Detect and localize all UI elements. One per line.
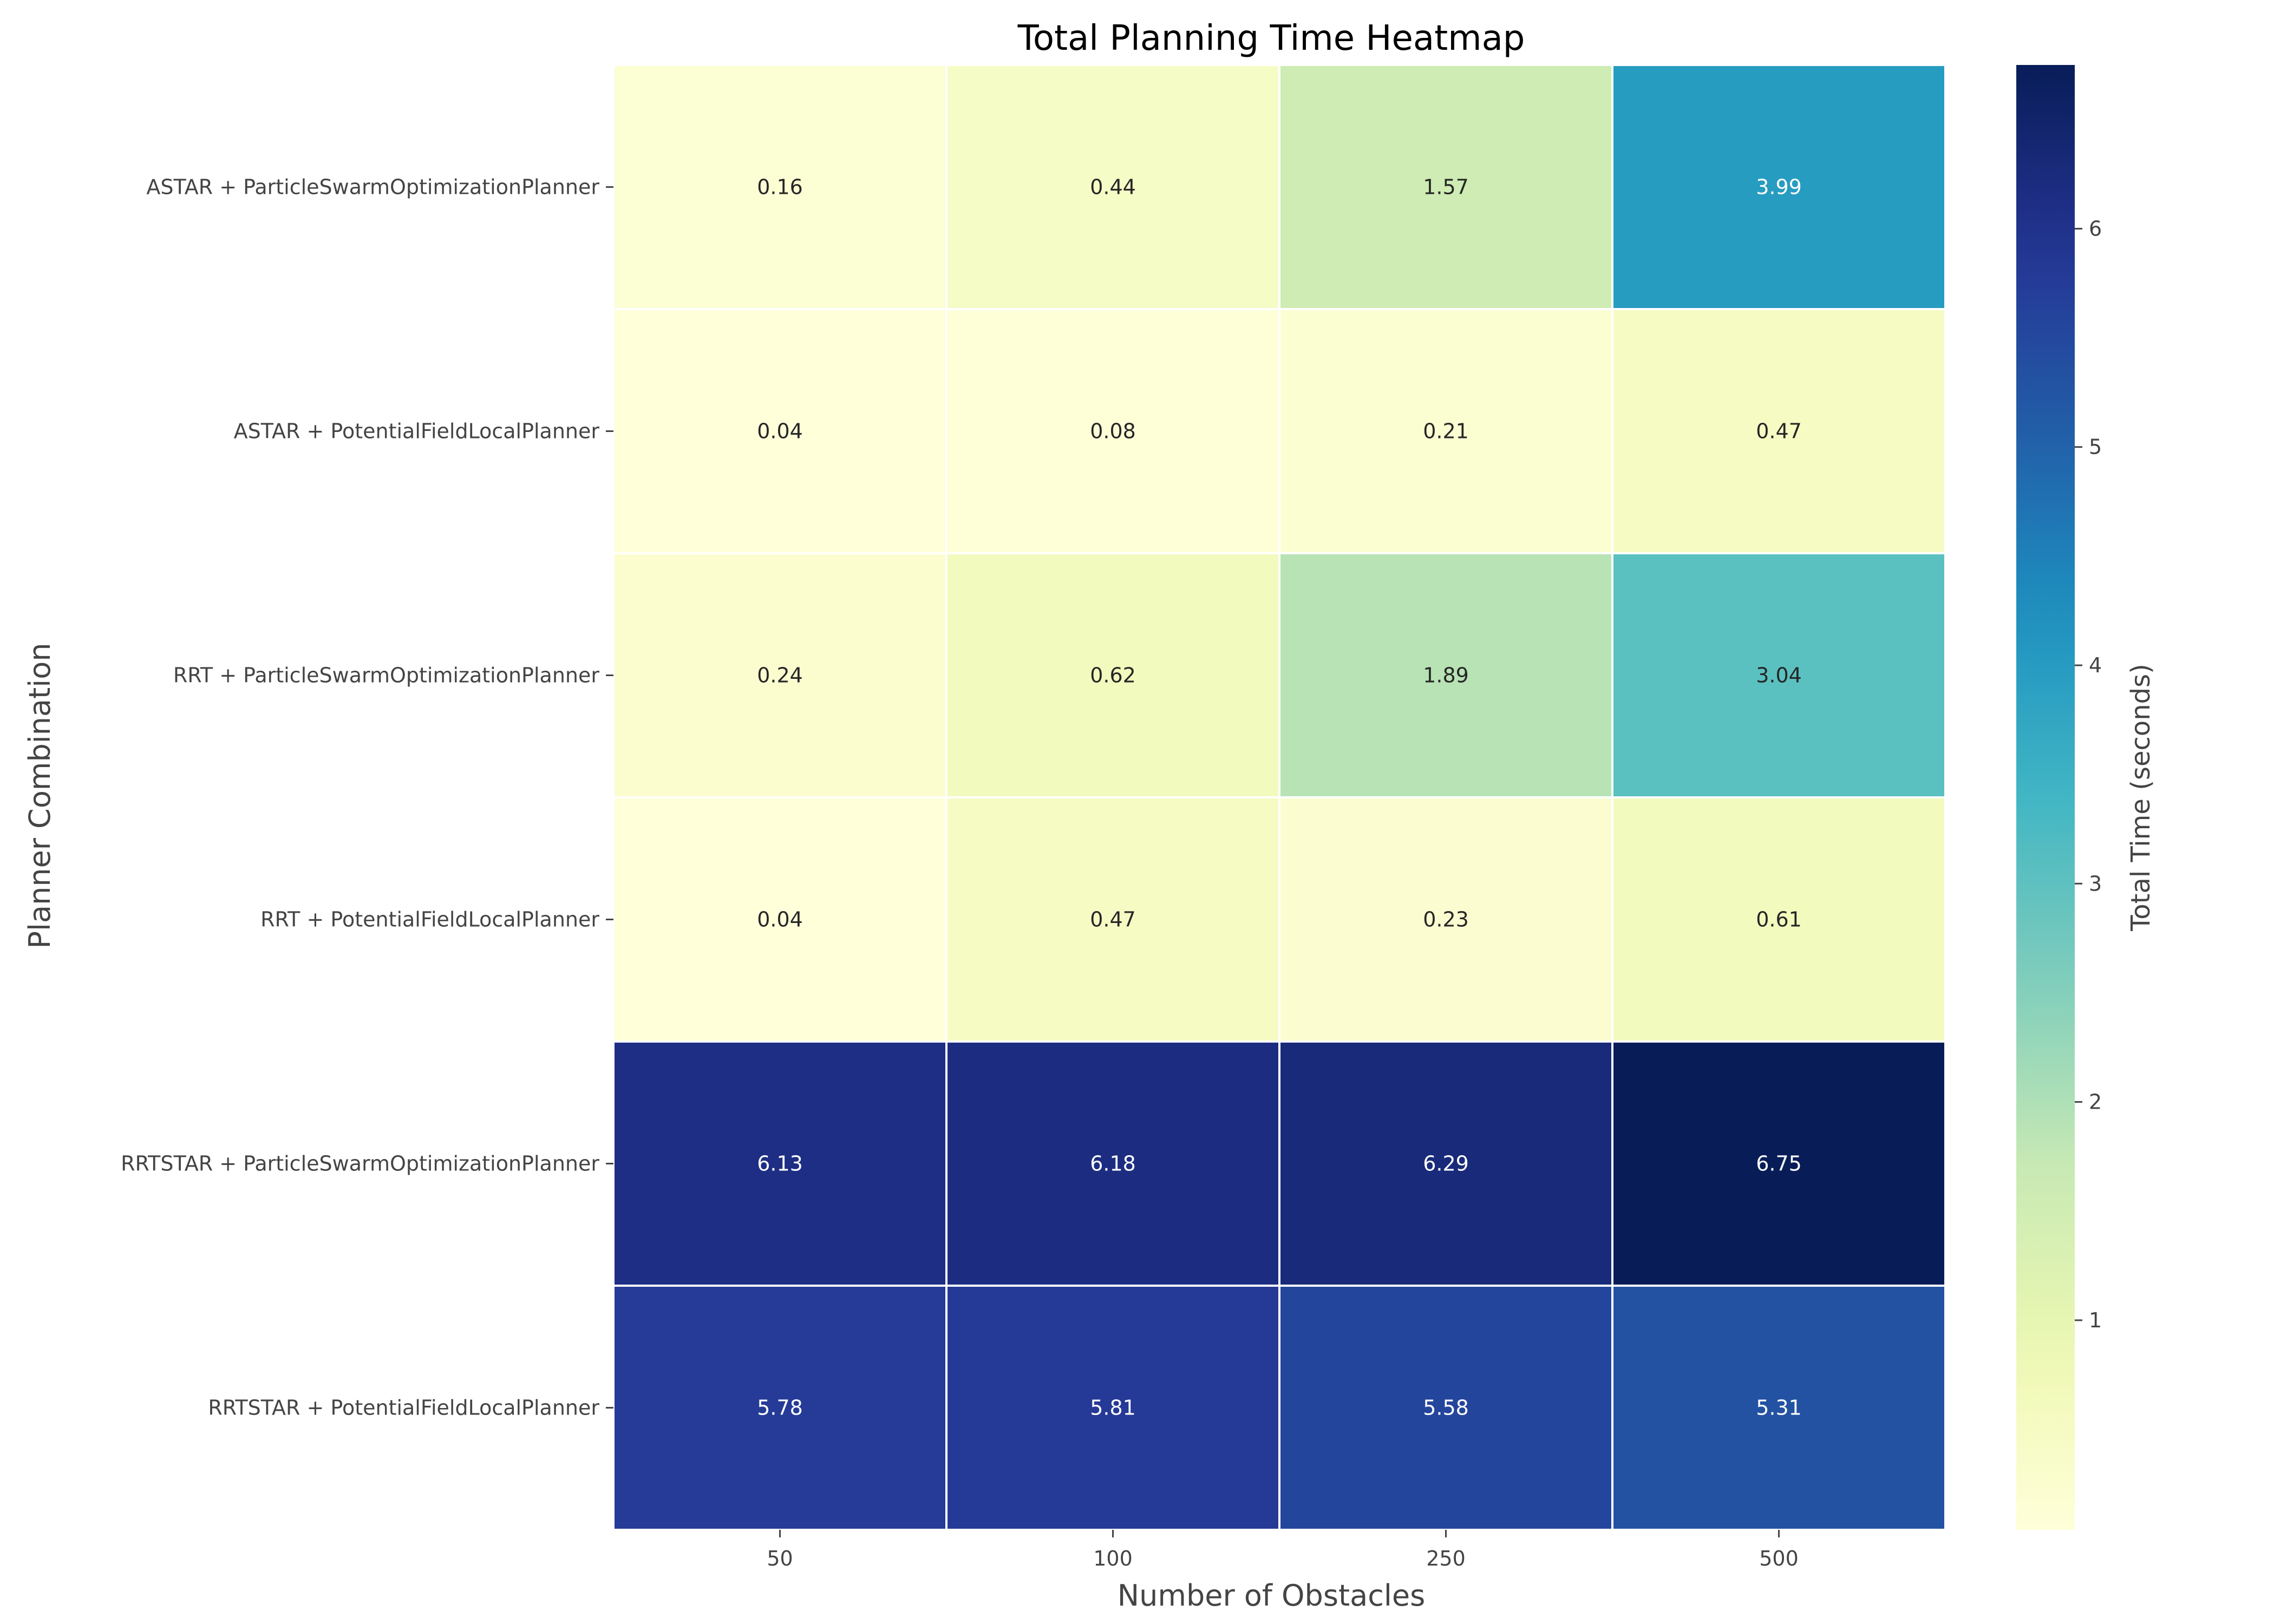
heatmap-cell — [612, 1285, 948, 1531]
heatmap-cell — [945, 64, 1280, 310]
heatmap-cell — [1611, 308, 1946, 554]
heatmap-cell — [1611, 64, 1946, 310]
colorbar-label: Total Time (seconds) — [2126, 664, 2156, 932]
cell-value-label: 0.47 — [1090, 908, 1136, 932]
heatmap-cell — [612, 796, 948, 1043]
heatmap-cells — [612, 64, 1946, 1531]
heatmap-cell — [1611, 796, 1946, 1043]
heatmap-cell — [945, 552, 1280, 798]
y-tick-label: ASTAR + PotentialFieldLocalPlanner — [234, 420, 600, 443]
x-axis-ticks: 50 100 250 500 — [767, 1530, 1799, 1570]
heatmap-cell — [1611, 1285, 1946, 1531]
heatmap-cell — [1278, 796, 1613, 1043]
chart-title: Total Planning Time Heatmap — [1017, 18, 1525, 58]
colorbar-ticks: 1 2 3 4 5 6 — [2075, 217, 2102, 1332]
cell-value-label: 6.13 — [757, 1152, 803, 1176]
colorbar-tick-label: 2 — [2089, 1090, 2102, 1114]
cell-value-label: 0.61 — [1756, 908, 1802, 932]
cell-value-label: 6.75 — [1756, 1152, 1802, 1176]
x-tick-label: 250 — [1426, 1547, 1466, 1570]
heatmap-cell — [1278, 1040, 1613, 1287]
x-tick-label: 500 — [1759, 1547, 1799, 1570]
cell-value-label: 0.04 — [757, 420, 803, 443]
cell-value-label: 1.89 — [1423, 664, 1469, 687]
y-tick-label: ASTAR + ParticleSwarmOptimizationPlanner — [146, 175, 599, 199]
cell-value-label: 3.99 — [1756, 175, 1802, 199]
heatmap-cell — [1278, 64, 1613, 310]
y-tick-label: RRTSTAR + ParticleSwarmOptimizationPlann… — [121, 1152, 599, 1176]
cell-value-label: 6.29 — [1423, 1152, 1469, 1176]
cell-value-label: 0.47 — [1756, 420, 1802, 443]
y-tick-label: RRT + PotentialFieldLocalPlanner — [260, 908, 599, 932]
x-axis-label: Number of Obstacles — [1118, 1579, 1426, 1613]
cell-value-label: 6.18 — [1090, 1152, 1136, 1176]
heatmap-cell — [945, 796, 1280, 1043]
cell-value-label: 5.78 — [757, 1396, 803, 1420]
heatmap-cell — [945, 1040, 1280, 1287]
colorbar-tick-label: 4 — [2089, 653, 2102, 677]
y-tick-label: RRTSTAR + PotentialFieldLocalPlanner — [208, 1396, 599, 1420]
heatmap-cell — [1611, 1040, 1946, 1287]
colorbar — [2016, 65, 2075, 1530]
cell-value-label: 1.57 — [1423, 175, 1469, 199]
cell-value-label: 0.62 — [1090, 664, 1136, 687]
colorbar-tick-label: 5 — [2089, 435, 2102, 459]
heatmap-cell — [612, 1040, 948, 1287]
colorbar-tick-label: 3 — [2089, 872, 2102, 895]
heatmap-cell — [945, 1285, 1280, 1531]
heatmap-cell — [1278, 1285, 1613, 1531]
cell-value-label: 0.16 — [757, 175, 803, 199]
x-tick-label: 50 — [767, 1547, 793, 1570]
cell-value-label: 0.24 — [757, 664, 803, 687]
cell-value-label: 3.04 — [1756, 664, 1802, 687]
cell-value-label: 5.81 — [1090, 1396, 1136, 1420]
y-axis-ticks: ASTAR + ParticleSwarmOptimizationPlanner… — [121, 175, 613, 1420]
heatmap-cell — [612, 64, 948, 310]
cell-value-label: 5.58 — [1423, 1396, 1469, 1420]
x-tick-label: 100 — [1093, 1547, 1133, 1570]
heatmap-cell — [612, 308, 948, 554]
cell-value-label: 0.23 — [1423, 908, 1469, 932]
cell-value-label: 0.04 — [757, 908, 803, 932]
heatmap-cell — [945, 308, 1280, 554]
y-tick-label: RRT + ParticleSwarmOptimizationPlanner — [173, 664, 600, 687]
heatmap-cell-labels: 0.16 0.44 1.57 3.99 0.04 0.08 0.21 0.47 0.24 0.62… — [757, 175, 1802, 1420]
cell-value-label: 0.44 — [1090, 175, 1136, 199]
colorbar-tick-label: 6 — [2089, 217, 2102, 240]
cell-value-label: 0.21 — [1423, 420, 1469, 443]
heatmap-cell — [1611, 552, 1946, 798]
y-axis-label: Planner Combination — [23, 643, 57, 948]
cell-value-label: 0.08 — [1090, 420, 1136, 443]
colorbar-tick-label: 1 — [2089, 1308, 2102, 1332]
cell-value-label: 5.31 — [1756, 1396, 1802, 1420]
